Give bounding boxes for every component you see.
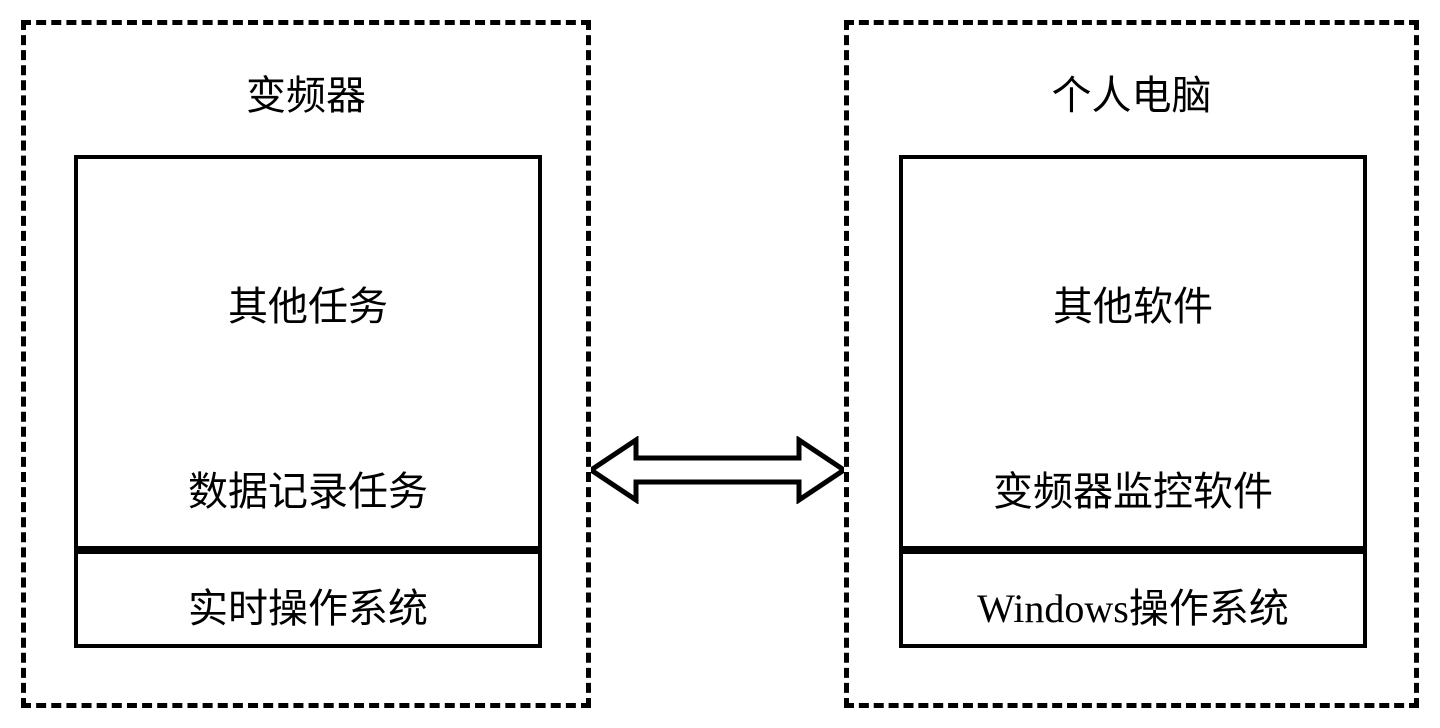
inverter-os-box: 实时操作系统 xyxy=(74,550,542,648)
inverter-tasks-box: 其他任务 数据记录任务 xyxy=(74,155,542,550)
diagram-container: 变频器 其他任务 数据记录任务 实时操作系统 个人电脑 其他软件 变频器监控软件… xyxy=(21,20,1419,708)
inverter-title: 变频器 xyxy=(26,63,586,121)
other-software-label: 其他软件 xyxy=(903,274,1363,332)
data-logging-task-label: 数据记录任务 xyxy=(78,459,538,517)
windows-os-label: Windows操作系统 xyxy=(903,576,1363,634)
pc-software-box: 其他软件 变频器监控软件 xyxy=(899,155,1367,550)
rtos-label: 实时操作系统 xyxy=(78,576,538,634)
monitor-software-label: 变频器监控软件 xyxy=(903,459,1363,517)
other-tasks-label: 其他任务 xyxy=(78,274,538,332)
pc-os-box: Windows操作系统 xyxy=(899,550,1367,648)
bidirectional-arrow-icon xyxy=(591,436,844,504)
pc-group: 个人电脑 其他软件 变频器监控软件 Windows操作系统 xyxy=(844,20,1419,708)
inverter-group: 变频器 其他任务 数据记录任务 实时操作系统 xyxy=(21,20,591,708)
pc-title: 个人电脑 xyxy=(849,63,1414,121)
